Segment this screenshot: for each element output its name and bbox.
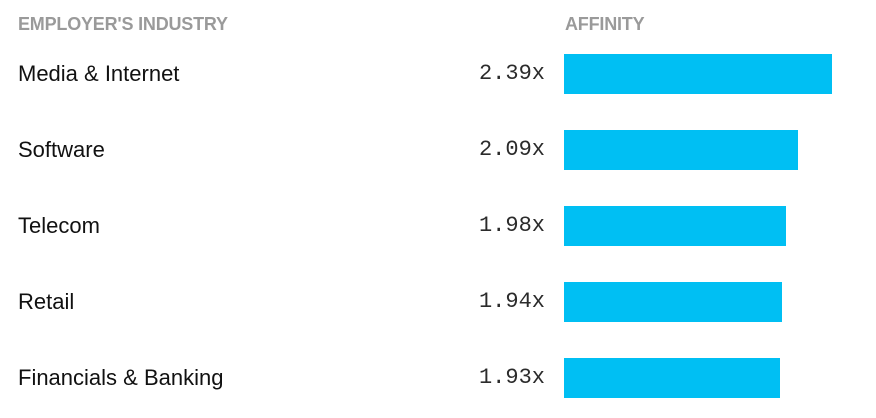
category-label: Retail (18, 289, 75, 314)
affinity-bar (564, 282, 782, 322)
category-label: Software (18, 137, 105, 162)
affinity-value-label: 2.39x (478, 61, 545, 86)
affinity-bar (564, 130, 798, 170)
chart-row: Software 2.09x (0, 130, 876, 170)
affinity-value-label: 2.09x (478, 137, 545, 162)
affinity-bar (564, 358, 780, 398)
affinity-value-label: 1.98x (478, 213, 545, 238)
category-label: Telecom (18, 213, 100, 238)
affinity-value-label: 1.94x (478, 289, 545, 314)
chart-row: Telecom 1.98x (0, 206, 876, 246)
affinity-value-label: 1.93x (478, 365, 545, 390)
chart-row: Media & Internet 2.39x (0, 54, 876, 94)
industry-column-header: EMPLOYER'S INDUSTRY (18, 14, 228, 34)
chart-row: Financials & Banking 1.93x (0, 358, 876, 398)
affinity-bar (564, 54, 832, 94)
category-label: Media & Internet (18, 61, 180, 86)
affinity-bar (564, 206, 786, 246)
chart-row: Retail 1.94x (0, 282, 876, 322)
affinity-column-header: AFFINITY (565, 14, 645, 34)
category-label: Financials & Banking (18, 365, 224, 390)
